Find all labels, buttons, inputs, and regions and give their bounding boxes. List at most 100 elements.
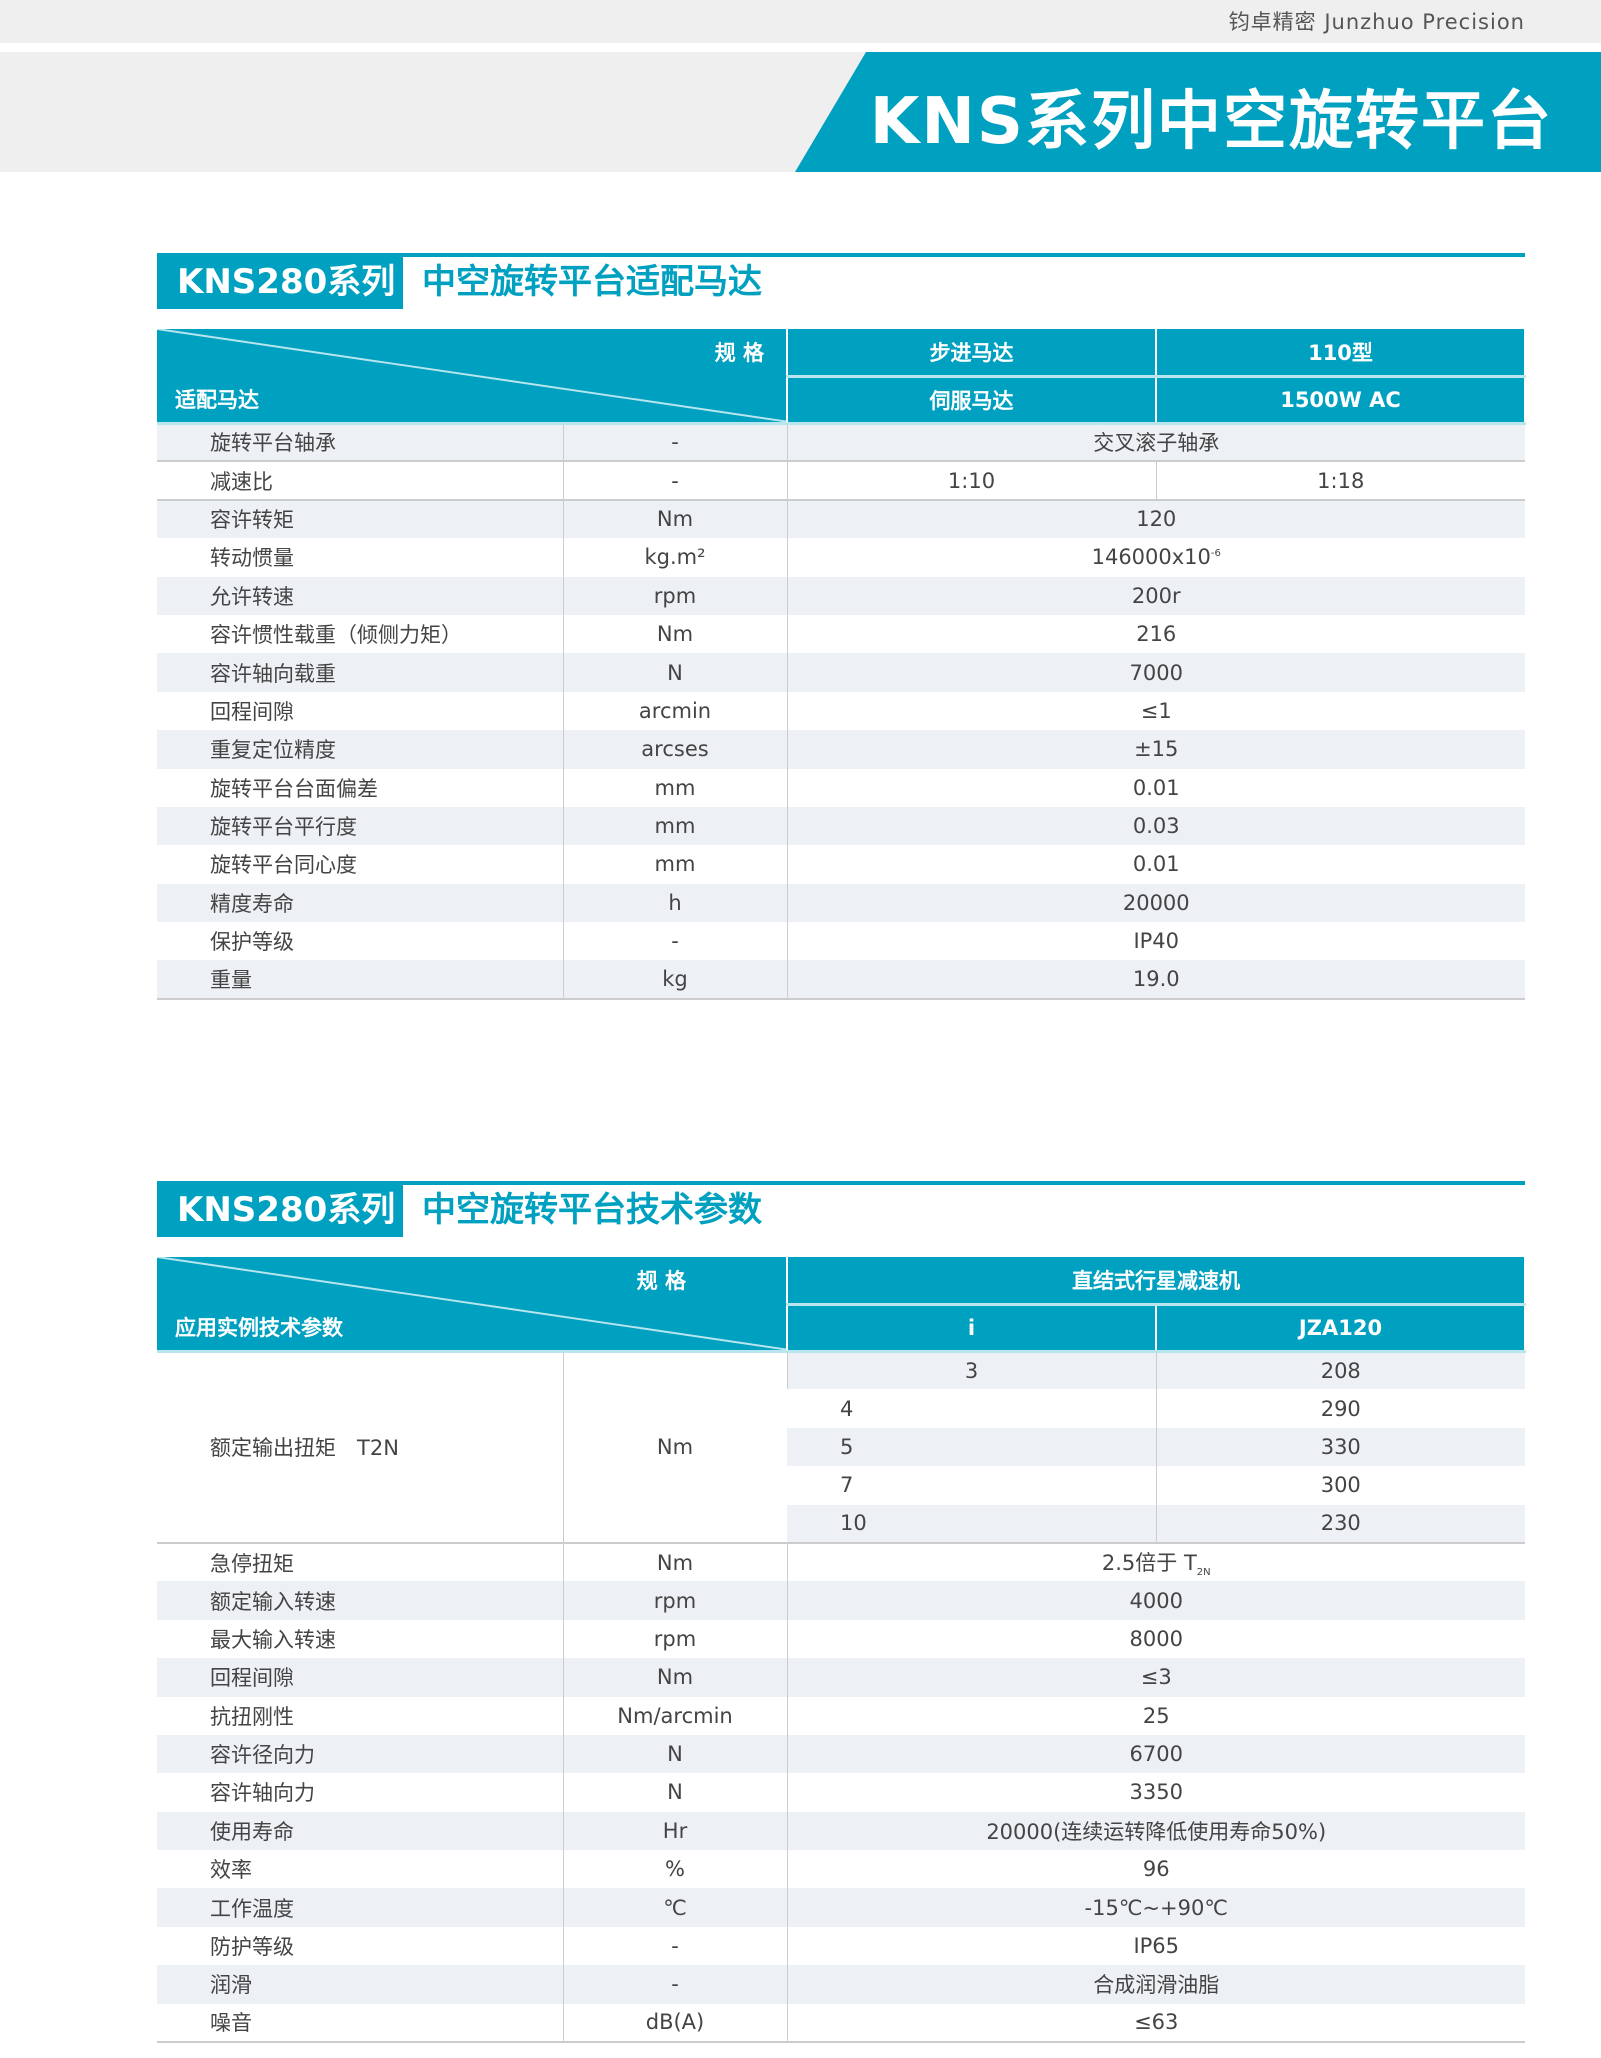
banner: KNS系列中空旋转平台 xyxy=(795,52,1601,172)
param-name: 容许轴向载重 xyxy=(157,653,563,692)
param-name: 防护等级 xyxy=(210,1935,294,1960)
value-text: 合成润滑油脂 xyxy=(1093,1973,1220,1998)
section-subtitle: 中空旋转平台技术参数 xyxy=(422,1190,762,1230)
param-value: 200r xyxy=(786,576,1525,615)
table-row: 容许轴向力 N 3350 xyxy=(157,1773,1525,1812)
param-value: 合成润滑油脂 xyxy=(786,1965,1525,2004)
param-name: 旋转平台同心度 xyxy=(210,853,357,878)
value-text: 3350 xyxy=(1129,1780,1183,1805)
value-text: 216 xyxy=(1136,622,1177,647)
table-row: 容许轴向载重 N 7000 xyxy=(157,653,1525,692)
param-name: 最大输入转速 xyxy=(210,1627,336,1652)
param-name: 减速比 xyxy=(157,460,563,500)
ratio-value: 7 xyxy=(840,1473,854,1498)
value-text: 8000 xyxy=(1129,1626,1183,1651)
top-bar: 钧卓精密 Junzhuo Precision xyxy=(0,0,1601,43)
param-name: 旋转平台平行度 xyxy=(157,806,563,846)
ratio-value: 4 xyxy=(840,1396,854,1421)
value-text: 4000 xyxy=(1129,1588,1183,1613)
param-unit: arcmin xyxy=(562,691,787,731)
param-unit: N xyxy=(562,1773,787,1812)
param-name: 转动惯量 xyxy=(210,546,294,571)
table-row: 旋转平台平行度 mm 0.03 xyxy=(157,806,1525,846)
value-text: 20000 xyxy=(1122,890,1190,915)
param-name: 急停扭矩 xyxy=(157,1541,563,1582)
table-row: 旋转平台同心度 mm 0.01 xyxy=(157,845,1525,884)
tech-table: 规 格 应用实例技术参数 直结式行星减速机 i JZA120 额定输出扭矩 T2… xyxy=(157,1257,1526,2044)
param-unit: h xyxy=(562,883,787,923)
param-name: 噪音 xyxy=(157,2003,563,2044)
param-unit: Nm xyxy=(562,1658,787,1697)
torque-value: 230 xyxy=(1155,1504,1525,1543)
torque-value: 208 xyxy=(1155,1351,1525,1390)
param-name: 润滑 xyxy=(157,1965,563,2004)
param-unit: - xyxy=(562,423,787,462)
table-row: 允许转速 rpm 200r xyxy=(157,576,1525,615)
param-name: 容许惯性载重（倾侧力矩） xyxy=(210,623,462,648)
param-name: 回程间隙 xyxy=(210,699,294,724)
diagonal-header: 规 格 适配马达 xyxy=(157,329,788,425)
value-exponent: -6 xyxy=(1210,548,1221,560)
header-model: JZA120 xyxy=(1155,1304,1526,1353)
motor-table: 规 格 适配马达 步进马达 110型 伺服马达 1500W AC 旋转平台轴承 -… xyxy=(157,329,1526,1000)
table-row: 防护等级 - IP65 xyxy=(157,1926,1525,1966)
value-text: 0.01 xyxy=(1132,775,1180,800)
param-name: 效率 xyxy=(210,1858,252,1883)
param-unit: kg.m² xyxy=(562,538,787,577)
value-text: IP40 xyxy=(1133,929,1180,954)
param-value: IP65 xyxy=(786,1926,1525,1966)
param-unit: Nm xyxy=(562,614,787,654)
param-unit: - xyxy=(562,460,787,500)
section-subtitle: 中空旋转平台适配马达 xyxy=(422,262,762,302)
table-row: 保护等级 - IP40 xyxy=(157,922,1525,961)
tech-section-title: KNS280系列 中空旋转平台技术参数 xyxy=(157,1181,1525,1237)
param-value-stepper: 1:10 xyxy=(786,460,1156,500)
motor-section-title: KNS280系列 中空旋转平台适配马达 xyxy=(157,253,1525,309)
table-row: 减速比 -1:10 1:18 xyxy=(157,460,1525,500)
table-row: 急停扭矩 Nm 2.5倍于 T2N xyxy=(157,1541,1525,1582)
param-unit: Hr xyxy=(562,1811,787,1851)
param-unit: mm xyxy=(562,845,787,884)
ratio-value: 5 xyxy=(787,1427,1156,1467)
param-unit: kg xyxy=(562,960,787,1000)
param-unit: N xyxy=(562,1734,787,1774)
param-unit: arcses xyxy=(562,730,787,769)
spec-label: 规 格 xyxy=(636,1269,686,1293)
param-name: 容许轴向力 xyxy=(210,1781,315,1806)
table-row: 使用寿命 Hr 20000(连续运转降低使用寿命50%) xyxy=(157,1811,1525,1851)
value-text: ≤63 xyxy=(1134,2010,1179,2035)
row-label: 适配马达 xyxy=(175,387,259,412)
torque-value: 300 xyxy=(1155,1466,1525,1505)
param-name: 重量 xyxy=(157,960,563,1000)
table-row: 转动惯量 kg.m² 146000x10-6 xyxy=(157,538,1525,577)
param-name: 容许转矩 xyxy=(157,498,563,539)
torque-row: 额定输出扭矩 T2N Nm 3 208 xyxy=(157,1351,1525,1543)
table-row: 润滑 - 合成润滑油脂 xyxy=(157,1965,1525,2004)
param-unit: Nm xyxy=(562,1351,787,1543)
value-text: 25 xyxy=(1142,1703,1170,1728)
param-value: 120 xyxy=(786,498,1525,539)
param-value: IP40 xyxy=(786,922,1525,961)
param-name: 抗扭刚性 xyxy=(210,1704,294,1729)
value-text: 6700 xyxy=(1129,1742,1183,1767)
param-unit: rpm xyxy=(562,1581,787,1620)
param-name: 重复定位精度 xyxy=(157,730,563,769)
torque-row: 5 330 xyxy=(157,1427,1525,1467)
param-name: 旋转平台轴承 xyxy=(157,423,563,462)
param-value: ≤63 xyxy=(786,2003,1525,2044)
param-name: 工作温度 xyxy=(157,1888,563,1927)
brand-name: 钧卓精密 Junzhuo Precision xyxy=(1228,10,1525,34)
torque-row: 4 290 xyxy=(157,1389,1525,1428)
param-name: 允许转速 xyxy=(157,576,563,615)
param-value: 0.01 xyxy=(786,768,1525,807)
value-text: 20000(连续运转降低使用寿命50%) xyxy=(986,1819,1327,1844)
row-label: 应用实例技术参数 xyxy=(175,1315,343,1340)
section-tag: KNS280系列 xyxy=(157,257,404,309)
param-value: 216 xyxy=(786,614,1525,654)
param-unit: rpm xyxy=(562,1619,787,1659)
param-unit: % xyxy=(562,1850,787,1889)
param-unit: rpm xyxy=(562,576,787,615)
param-unit: N xyxy=(562,653,787,692)
table-row: 容许惯性载重（倾侧力矩） Nm 216 xyxy=(157,614,1525,654)
table-row: 最大输入转速 rpm 8000 xyxy=(157,1619,1525,1659)
